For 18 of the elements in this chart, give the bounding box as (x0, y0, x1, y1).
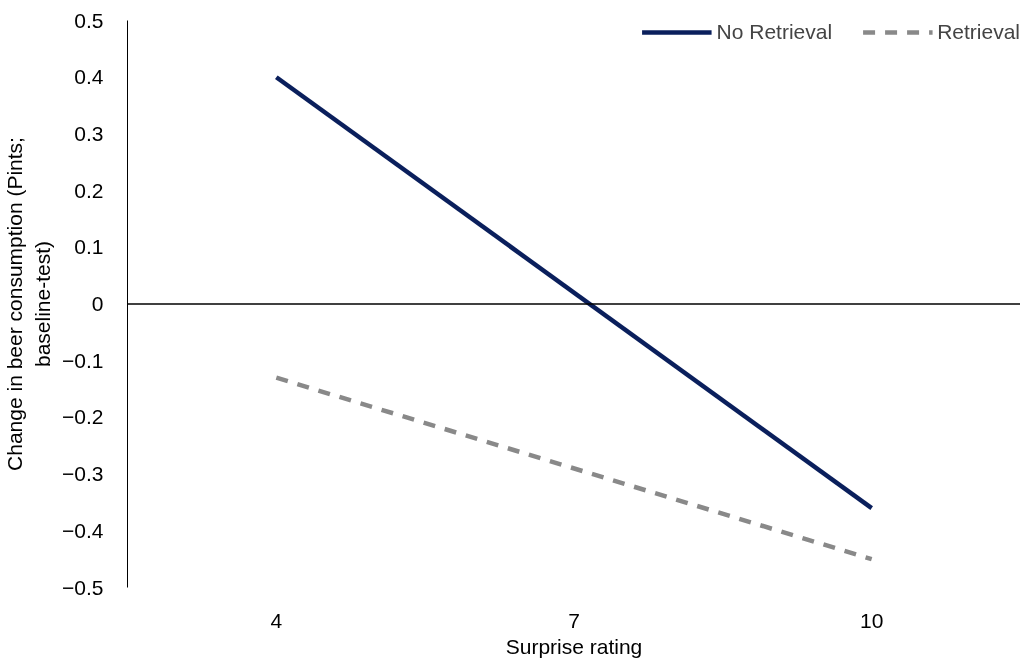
y-tick-label: −0.1 (62, 348, 104, 372)
y-tick-label: 0.3 (74, 121, 104, 145)
x-tick-label: 7 (568, 608, 580, 632)
y-axis-title: Change in beer consumption (Pints; baseline-test) (3, 137, 55, 471)
x-tick-label: 10 (859, 608, 884, 632)
y-tick-label: 0.2 (74, 178, 104, 202)
y-tick-label: 0.1 (74, 235, 104, 259)
y-tick-label: −0.3 (62, 462, 104, 486)
y-tick-label: 0.5 (74, 8, 104, 32)
y-tick-label: 0.4 (74, 65, 104, 89)
legend-label: Retrieval (937, 20, 1020, 44)
y-tick-label: −0.2 (62, 405, 104, 429)
y-tick-label: −0.4 (62, 518, 104, 542)
x-axis-title: Surprise rating (505, 634, 643, 658)
y-tick-label: −0.5 (62, 575, 104, 599)
y-tick-label: 0 (91, 292, 104, 315)
legend-label: No Retrieval (716, 20, 833, 44)
x-tick-label: 4 (270, 608, 283, 632)
